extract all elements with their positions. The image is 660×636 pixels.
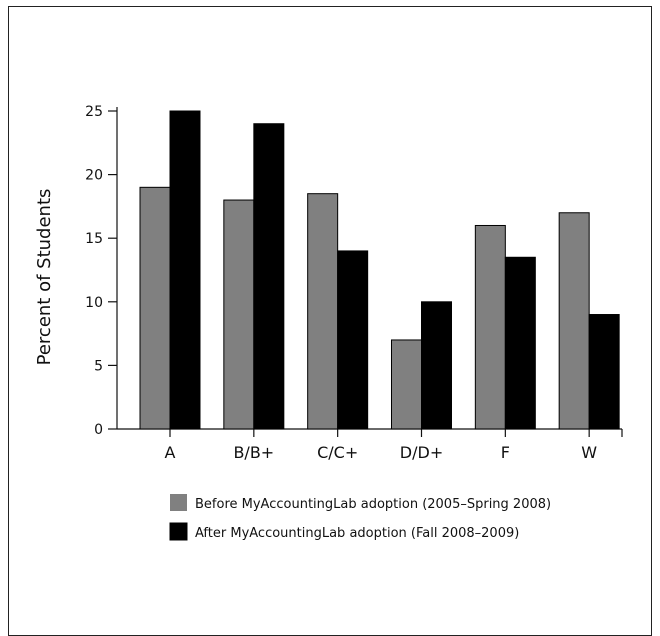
x-tick-label: W xyxy=(581,443,597,462)
legend-swatch-after xyxy=(169,522,188,541)
bar-after-dd xyxy=(421,301,452,430)
legend-swatch-before xyxy=(170,494,187,511)
bar-before-w xyxy=(558,212,590,430)
x-tick-label: C/C+ xyxy=(317,443,358,462)
bar-after-f xyxy=(504,256,536,430)
legend-label-after: After MyAccountingLab adoption (Fall 200… xyxy=(195,526,519,541)
y-tick-label: 5 xyxy=(94,358,103,374)
bar-before-f xyxy=(474,224,506,430)
bar-after-bb xyxy=(253,123,285,430)
bar-before-a xyxy=(139,186,171,430)
x-tick-label: D/D+ xyxy=(400,443,443,462)
y-tick-label: 10 xyxy=(85,295,103,311)
x-tick-label: F xyxy=(501,443,510,462)
y-tick-label: 20 xyxy=(85,168,103,184)
legend: Before MyAccountingLab adoption (2005–Sp… xyxy=(169,494,551,541)
bar-before-cc xyxy=(307,193,339,430)
bar-after-a xyxy=(169,110,201,430)
bar-after-cc xyxy=(337,250,369,430)
y-tick-label: 15 xyxy=(85,231,103,247)
bar-before-dd xyxy=(391,339,422,430)
bar-after-w xyxy=(588,314,620,430)
x-tick-label: A xyxy=(165,443,176,462)
bars xyxy=(139,110,620,430)
y-axis-label: Percent of Students xyxy=(34,189,55,366)
bar-before-bb xyxy=(223,199,255,430)
y-tick-label: 0 xyxy=(94,422,103,438)
y-tick-label: 25 xyxy=(85,104,103,120)
axes xyxy=(108,107,623,437)
x-tick-label: B/B+ xyxy=(233,443,274,462)
legend-label-before: Before MyAccountingLab adoption (2005–Sp… xyxy=(195,497,551,512)
bar-chart: 0 5 10 15 20 25 A B/B+ C/C+ D/D+ F W Percent of Stu… xyxy=(34,104,623,541)
labels: 0 5 10 15 20 25 A B/B+ C/C+ D/D+ F W xyxy=(85,104,597,462)
